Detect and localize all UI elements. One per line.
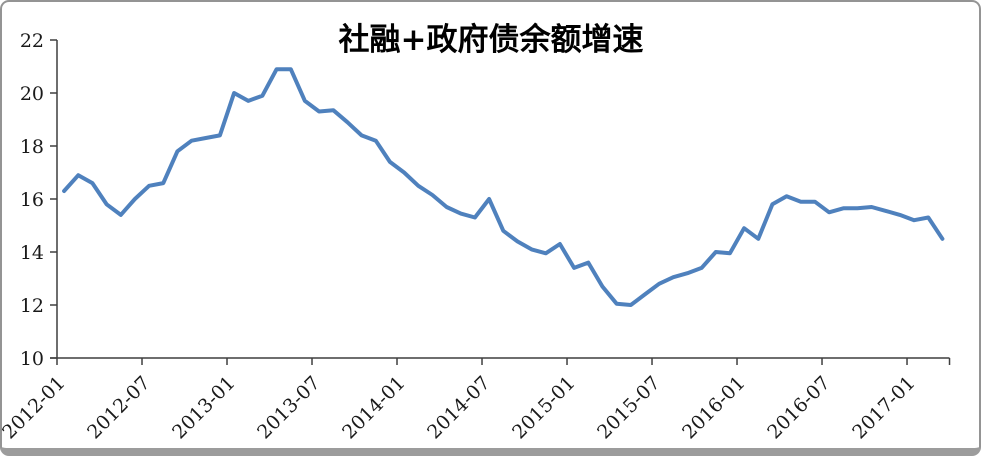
chart-title: 社融+政府债余额增速 xyxy=(339,22,644,58)
x-tick-label: 2015-01 xyxy=(508,372,579,443)
x-tick-label: 2016-01 xyxy=(678,372,749,443)
y-tick-label: 12 xyxy=(20,295,44,317)
y-tick-label: 22 xyxy=(20,30,44,52)
y-tick-label: 14 xyxy=(20,242,44,264)
data-series-line xyxy=(62,67,945,307)
y-tick-label: 10 xyxy=(20,348,44,370)
axes xyxy=(50,40,950,359)
x-tick-label: 2014-01 xyxy=(338,372,409,443)
x-tick-label: 2015-07 xyxy=(593,372,664,443)
y-tick-label: 16 xyxy=(20,189,44,211)
line-chart: 社融+政府债余额增速 10 12 14 16 18 20 22 2012-01 2012-07… xyxy=(2,22,951,443)
x-tick-label: 2017-01 xyxy=(848,372,919,443)
x-tick-label: 2016-07 xyxy=(763,372,834,443)
y-axis-tick-marks xyxy=(50,39,57,359)
y-tick-label: 18 xyxy=(20,136,44,158)
x-tick-label: 2014-07 xyxy=(423,372,494,443)
x-tick-label: 2012-01 xyxy=(2,372,70,443)
x-axis-tick-marks xyxy=(56,358,951,365)
x-tick-label: 2013-01 xyxy=(168,372,239,443)
x-axis-labels: 2012-01 2012-07 2013-01 2013-07 2014-01 2014-… xyxy=(2,372,920,443)
x-tick-label: 2012-07 xyxy=(83,372,154,443)
y-axis-labels: 10 12 14 16 18 20 22 xyxy=(20,30,44,370)
y-tick-label: 20 xyxy=(20,83,44,105)
x-tick-label: 2013-07 xyxy=(253,372,324,443)
